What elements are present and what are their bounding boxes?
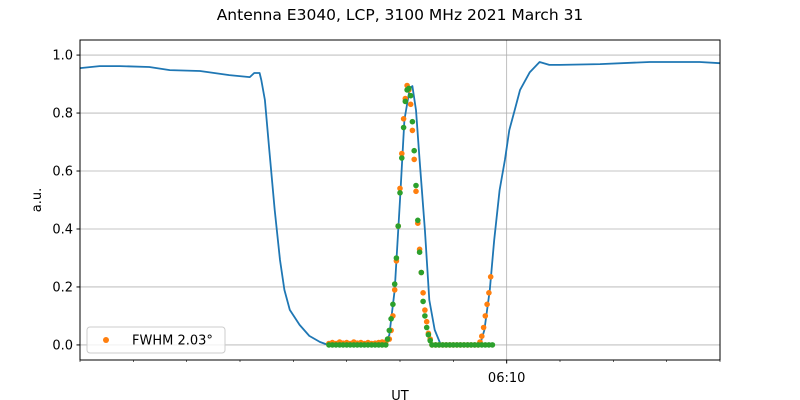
scatter-point bbox=[384, 336, 391, 342]
y-tick-label: 0.4 bbox=[52, 222, 73, 237]
scatter-series-2 bbox=[326, 85, 496, 348]
scatter-point bbox=[409, 127, 416, 134]
y-tick-label: 1.0 bbox=[52, 49, 73, 64]
legend-label: FWHM 2.03° bbox=[132, 334, 213, 349]
scatter-point bbox=[413, 188, 419, 195]
legend-box bbox=[86, 326, 226, 354]
scatter-point bbox=[397, 185, 403, 192]
scatter-point bbox=[427, 337, 434, 344]
scatter-point bbox=[420, 290, 426, 296]
axes: 0.0 0.2 0.4 0.6 0.8 1.0 06:10 bbox=[52, 49, 721, 386]
x-axis-label: UT bbox=[391, 389, 409, 400]
scatter-point bbox=[407, 92, 414, 99]
scatter-point bbox=[482, 313, 489, 319]
scatter-point bbox=[420, 298, 426, 305]
y-tick-label: 0.0 bbox=[52, 338, 73, 353]
scatter-point bbox=[413, 182, 419, 189]
series-layer bbox=[80, 61, 720, 348]
scatter-point bbox=[484, 301, 490, 308]
scatter-point bbox=[400, 124, 407, 131]
scatter-point bbox=[480, 324, 487, 331]
scatter-point bbox=[422, 313, 428, 319]
x-tick-label: 06:10 bbox=[488, 371, 525, 386]
scatter-point bbox=[407, 101, 414, 108]
scatter-point bbox=[423, 318, 430, 325]
y-tick-label: 0.2 bbox=[52, 280, 73, 295]
chart-title: Antenna E3040, LCP, 3100 MHz 2021 March … bbox=[217, 6, 584, 24]
scatter-point bbox=[479, 333, 485, 340]
scatter-point bbox=[393, 255, 400, 261]
series-line-blue bbox=[80, 61, 720, 346]
scatter-point bbox=[391, 287, 398, 293]
scatter-point bbox=[409, 118, 416, 125]
scatter-point bbox=[411, 147, 418, 154]
scatter-point bbox=[486, 290, 492, 296]
scatter-point bbox=[399, 155, 405, 161]
grid bbox=[80, 40, 720, 360]
scatter-point bbox=[415, 217, 421, 224]
scatter-point bbox=[423, 324, 430, 331]
y-axis-label: a.u. bbox=[30, 188, 45, 212]
scatter-point bbox=[390, 301, 396, 308]
legend-marker-orange bbox=[103, 337, 109, 343]
scatter-point bbox=[487, 274, 494, 280]
scatter-point bbox=[386, 327, 393, 334]
scatter-point bbox=[400, 116, 407, 122]
scatter-point bbox=[388, 316, 394, 322]
legend: FWHM 2.03° bbox=[86, 326, 226, 354]
scatter-point bbox=[418, 269, 425, 276]
scatter-point bbox=[397, 190, 403, 196]
scatter-point bbox=[425, 332, 432, 338]
scatter-point bbox=[391, 281, 398, 287]
scatter-point bbox=[489, 342, 496, 348]
scatter-point bbox=[416, 249, 423, 255]
scatter-point bbox=[422, 307, 428, 313]
y-tick-label: 0.6 bbox=[52, 165, 73, 180]
y-tick-label: 0.8 bbox=[52, 107, 73, 122]
scatter-point bbox=[395, 223, 402, 229]
scatter-point bbox=[411, 156, 418, 163]
scatter-point bbox=[402, 98, 409, 105]
scatter-point bbox=[383, 342, 389, 348]
scatter-point bbox=[399, 150, 405, 157]
scatter-point bbox=[406, 85, 412, 92]
